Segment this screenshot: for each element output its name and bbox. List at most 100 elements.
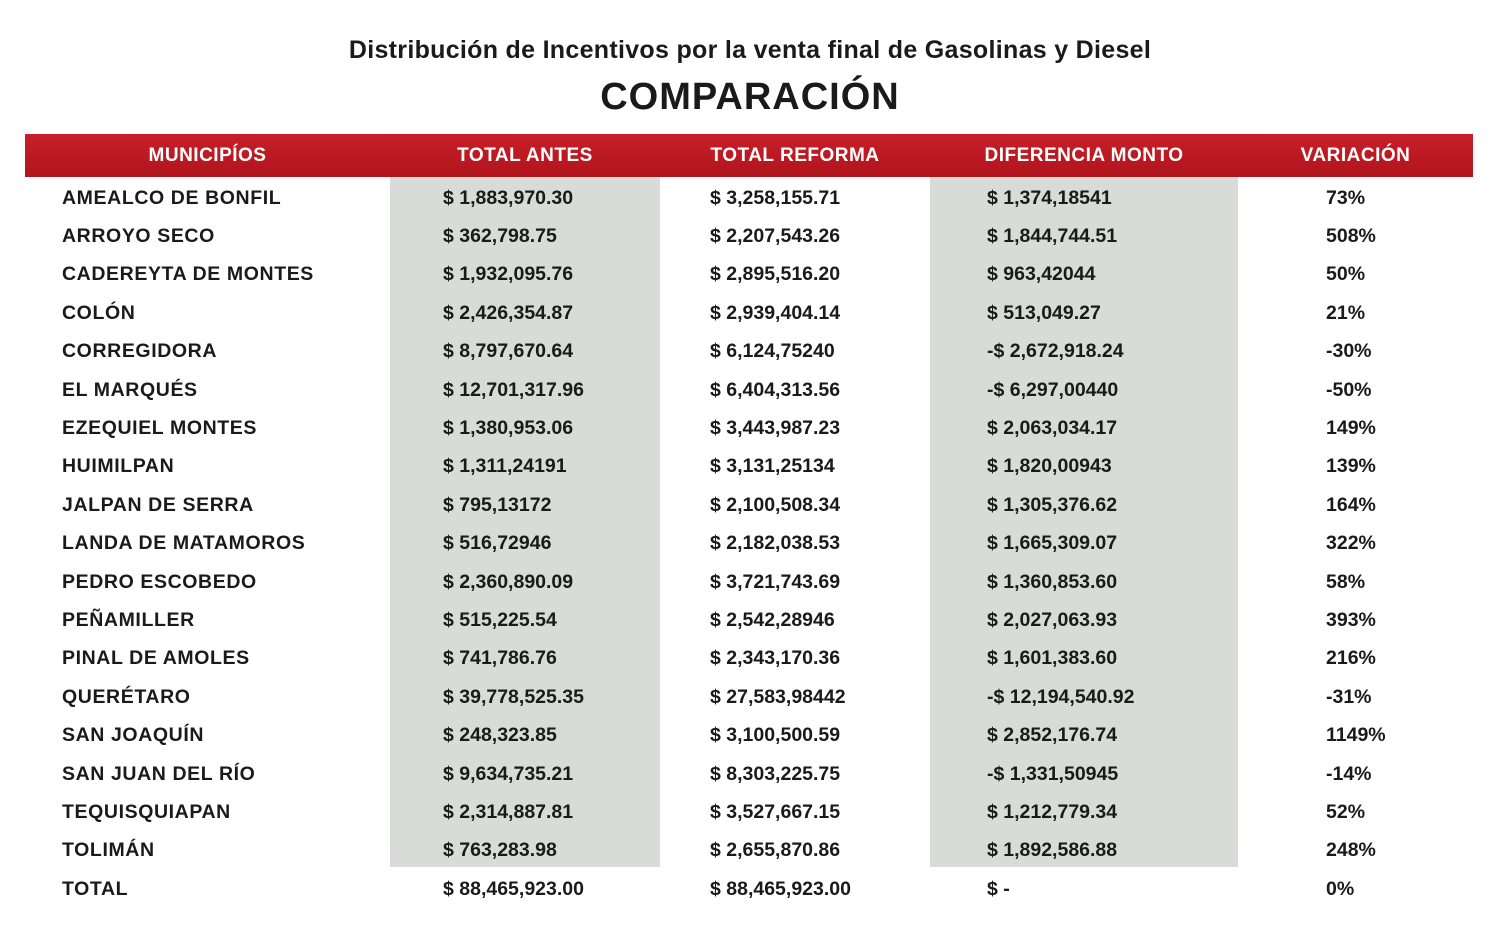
cell-total-reforma: $ 8,303,225.75: [710, 762, 841, 785]
table-row: CADEREYTA DE MONTES $ 1,932,095.76 $ 2,895…: [25, 256, 1473, 294]
cell-municipio: PEDRO ESCOBEDO: [62, 570, 257, 593]
cell-total-reforma: $ 27,583,98442: [710, 685, 846, 708]
cell-variacion: 58%: [1326, 570, 1366, 593]
cell-diferencia-monto: -$ 6,297,00440: [987, 378, 1119, 401]
table-row: PEÑAMILLER $ 515,225.54 $ 2,542,28946 $ 2,0…: [25, 601, 1473, 639]
cell-diferencia-monto: $ 1,665,309.07: [987, 532, 1118, 555]
cell-municipio: CADEREYTA DE MONTES: [62, 263, 314, 286]
cell-municipio: SAN JUAN DEL RÍO: [62, 762, 256, 785]
cell-diferencia-monto: $ 963,42044: [987, 263, 1096, 286]
table-row: HUIMILPAN $ 1,311,24191 $ 3,131,25134 $ 1,8…: [25, 448, 1473, 486]
cell-variacion: -14%: [1326, 762, 1372, 785]
table-row: SAN JUAN DEL RÍO $ 9,634,735.21 $ 8,303,22…: [25, 755, 1473, 793]
cell-total-antes: $ 515,225.54: [443, 608, 557, 631]
cell-variacion: 52%: [1326, 800, 1366, 823]
cell-total-antes: $ 2,426,354.87: [443, 301, 574, 324]
cell-diferencia-monto: -$ 12,194,540.92: [987, 685, 1135, 708]
cell-total-reforma: $ 2,939,404.14: [710, 301, 841, 324]
cell-variacion: -31%: [1326, 685, 1372, 708]
cell-diferencia-monto: $ 1,820,00943: [987, 455, 1112, 478]
cell-municipio: ARROYO SECO: [62, 225, 215, 248]
cell-variacion: 164%: [1326, 493, 1376, 516]
cell-municipio: JALPAN DE SERRA: [62, 493, 254, 516]
column-shade-total-antes: [390, 177, 660, 867]
cell-total-reforma: $ 6,124,75240: [710, 340, 835, 363]
table-row: TOLIMÁN $ 763,283.98 $ 2,655,870.86 $ 1,892…: [25, 832, 1473, 870]
cell-municipio: CORREGIDORA: [62, 340, 218, 363]
table-row: SAN JOAQUÍN $ 248,323.85 $ 3,100,500.59 $ 2…: [25, 716, 1473, 754]
cell-municipio: PINAL DE AMOLES: [62, 647, 250, 670]
cell-total-antes: $ 516,72946: [443, 532, 552, 555]
cell-diferencia-monto: $ 2,027,063.93: [987, 608, 1118, 631]
cell-municipio: EZEQUIEL MONTES: [62, 417, 257, 440]
cell-total-antes: $ 88,465,923.00: [443, 877, 584, 900]
cell-total-reforma: $ 6,404,313.56: [710, 378, 841, 401]
header-total-reforma: TOTAL REFORMA: [710, 144, 880, 166]
cell-diferencia-monto: $ 1,844,744.51: [987, 225, 1118, 248]
table-row: AMEALCO DE BONFIL $ 1,883,970.30 $ 3,258,1…: [25, 179, 1473, 217]
cell-total-antes: $ 763,283.98: [443, 839, 557, 862]
cell-total-reforma: $ 2,343,170.36: [710, 647, 841, 670]
cell-total-reforma: $ 3,258,155.71: [710, 186, 841, 209]
cell-municipio: LANDA DE MATAMOROS: [62, 532, 306, 555]
column-shade-diferencia: [930, 177, 1238, 867]
cell-diferencia-monto: $ -: [987, 877, 1010, 900]
cell-total-antes: $ 1,932,095.76: [443, 263, 574, 286]
cell-total-antes: $ 1,311,24191: [443, 455, 567, 478]
cell-total-antes: $ 741,786.76: [443, 647, 557, 670]
cell-variacion: 508%: [1326, 225, 1376, 248]
table-row: TEQUISQUIAPAN $ 2,314,887.81 $ 3,527,667.1…: [25, 793, 1473, 831]
table-body: AMEALCO DE BONFIL $ 1,883,970.30 $ 3,258,1…: [25, 179, 1473, 908]
cell-diferencia-monto: $ 1,305,376.62: [987, 493, 1118, 516]
header-diferencia-monto: DIFERENCIA MONTO: [984, 144, 1184, 166]
cell-total-antes: $ 2,314,887.81: [443, 800, 574, 823]
cell-total-reforma: $ 2,207,543.26: [710, 225, 841, 248]
table-row: LANDA DE MATAMOROS $ 516,72946 $ 2,182,038…: [25, 525, 1473, 563]
cell-total-antes: $ 1,380,953.06: [443, 417, 574, 440]
cell-variacion: 139%: [1326, 455, 1376, 478]
cell-municipio: TOLIMÁN: [62, 839, 155, 862]
cell-total-reforma: $ 3,443,987.23: [710, 417, 841, 440]
table-row: JALPAN DE SERRA $ 795,13172 $ 2,100,508.34…: [25, 486, 1473, 524]
cell-variacion: 21%: [1326, 301, 1366, 324]
cell-diferencia-monto: $ 1,360,853.60: [987, 570, 1118, 593]
header-total-antes: TOTAL ANTES: [457, 144, 593, 166]
cell-variacion: 0%: [1326, 877, 1355, 900]
page-title: COMPARACIÓN: [600, 76, 900, 118]
cell-total-antes: $ 39,778,525.35: [443, 685, 584, 708]
cell-total-antes: $ 248,323.85: [443, 724, 557, 747]
table-row: EZEQUIEL MONTES $ 1,380,953.06 $ 3,443,987…: [25, 409, 1473, 447]
table-row: COLÓN $ 2,426,354.87 $ 2,939,404.14 $ 513,0…: [25, 294, 1473, 332]
cell-total-reforma: $ 3,527,667.15: [710, 800, 841, 823]
cell-municipio: COLÓN: [62, 301, 136, 324]
cell-total-reforma: $ 2,895,516.20: [710, 263, 841, 286]
cell-total-reforma: $ 2,182,038.53: [710, 532, 841, 555]
table-row: CORREGIDORA $ 8,797,670.64 $ 6,124,75240 -$…: [25, 333, 1473, 371]
table-row: QUERÉTARO $ 39,778,525.35 $ 27,583,98442 -$…: [25, 678, 1473, 716]
cell-variacion: 248%: [1326, 839, 1376, 862]
cell-diferencia-monto: $ 1,212,779.34: [987, 800, 1118, 823]
cell-total-reforma: $ 3,721,743.69: [710, 570, 841, 593]
cell-diferencia-monto: $ 513,049.27: [987, 301, 1101, 324]
cell-total-reforma: $ 3,131,25134: [710, 455, 835, 478]
cell-municipio: PEÑAMILLER: [62, 608, 195, 631]
table-row: PINAL DE AMOLES $ 741,786.76 $ 2,343,170.3…: [25, 640, 1473, 678]
cell-municipio: QUERÉTARO: [62, 685, 191, 708]
cell-diferencia-monto: $ 2,852,176.74: [987, 724, 1118, 747]
cell-municipio: SAN JOAQUÍN: [62, 724, 205, 747]
cell-variacion: 393%: [1326, 608, 1376, 631]
table-header: MUNICIPÍOS TOTAL ANTES TOTAL REFORMA DIF…: [25, 134, 1473, 177]
cell-diferencia-monto: $ 1,601,383.60: [987, 647, 1118, 670]
cell-municipio: AMEALCO DE BONFIL: [62, 186, 282, 209]
cell-municipio: TOTAL: [62, 877, 129, 900]
cell-municipio: HUIMILPAN: [62, 455, 175, 478]
cell-variacion: 1149%: [1326, 724, 1386, 747]
cell-diferencia-monto: $ 1,892,586.88: [987, 839, 1118, 862]
cell-total-antes: $ 12,701,317.96: [443, 378, 584, 401]
cell-diferencia-monto: -$ 1,331,50945: [987, 762, 1119, 785]
cell-variacion: 50%: [1326, 263, 1366, 286]
table-row: ARROYO SECO $ 362,798.75 $ 2,207,543.26 $ 1…: [25, 217, 1473, 255]
cell-total-antes: $ 795,13172: [443, 493, 552, 516]
cell-variacion: -30%: [1326, 340, 1372, 363]
cell-variacion: 322%: [1326, 532, 1376, 555]
